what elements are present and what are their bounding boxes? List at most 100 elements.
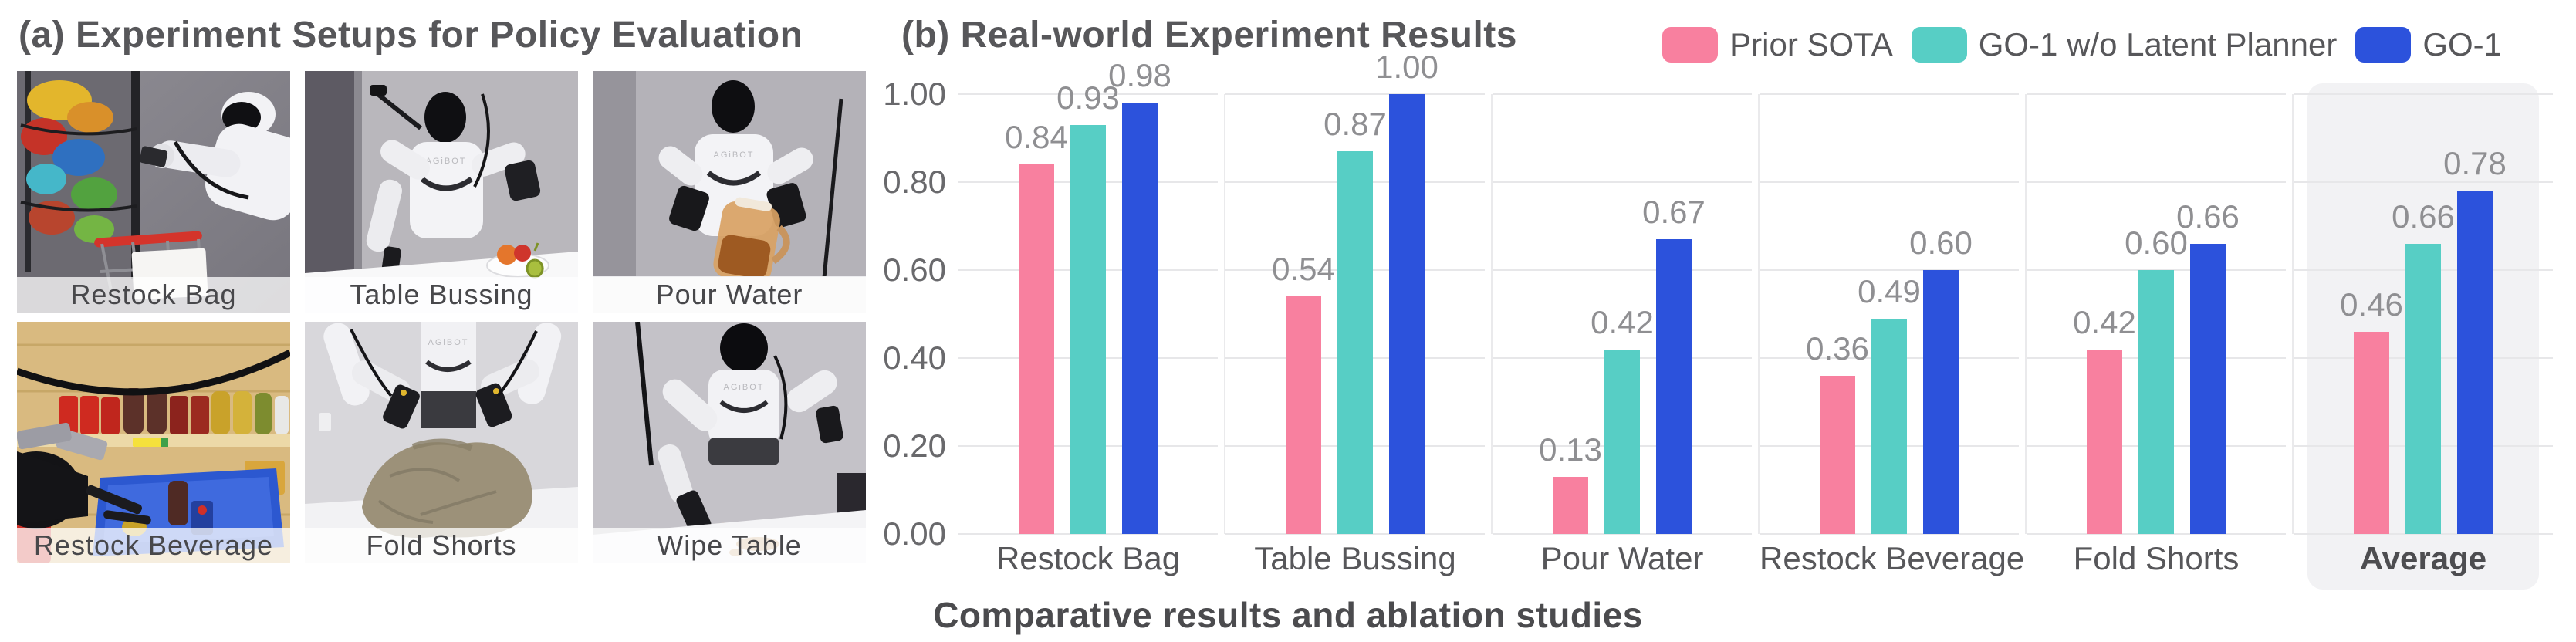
setup-photo-table-bussing: AGiBOT Table Bussing [305, 71, 578, 313]
y-tick-label: 0.20 [883, 427, 946, 464]
y-tick-label: 0.40 [883, 340, 946, 376]
bar-go-1-w-o-latent-planner-average [2405, 244, 2441, 534]
setup-photo-restock-beverage: Restock Beverage [17, 322, 290, 563]
bar-value-label: 0.13 [1539, 431, 1602, 468]
gridline [958, 93, 1218, 95]
legend-swatch-prior-sota [1662, 27, 1719, 63]
bar-go-1-table-bussing [1389, 94, 1425, 534]
bar-go-1-w-o-latent-planner-table-bussing [1337, 151, 1373, 534]
setup-label-table-bussing: Table Bussing [305, 277, 578, 313]
fold-shorts-photo-illustration: AGiBOT [305, 322, 578, 563]
svg-text:AGiBOT: AGiBOT [724, 383, 765, 392]
svg-text:AGiBOT: AGiBOT [426, 157, 467, 166]
bar-go-1-restock-beverage [1923, 270, 1959, 534]
setup-photo-fold-shorts: AGiBOT Fold Shorts [305, 322, 578, 563]
setup-photo-wipe-table: AGiBOT Wipe Table [593, 322, 866, 563]
gridline [1493, 269, 1752, 271]
bar-value-label: 0.93 [1056, 79, 1120, 116]
bar-go-1-fold-shorts [2190, 244, 2226, 534]
panel-separator [1224, 94, 1225, 534]
bar-go-1-pour-water [1656, 239, 1692, 534]
setup-photo-restock-bag: Restock Bag [17, 71, 290, 313]
y-tick-label: 0.80 [883, 164, 946, 200]
x-category-label: Average [2359, 540, 2487, 576]
gridline [2294, 533, 2553, 535]
bar-value-label: 0.66 [2392, 198, 2455, 235]
bar-prior-sota-average [2354, 332, 2389, 534]
panel-separator [2292, 94, 2294, 534]
bar-value-label: 0.67 [1642, 194, 1706, 230]
bar-go-1-w-o-latent-planner-restock-beverage [1871, 319, 1907, 534]
gridline [1760, 93, 2019, 95]
legend: Prior SOTA GO-1 w/o Latent Planner GO-1 [1662, 26, 2502, 63]
gridline [1225, 93, 1485, 95]
bar-value-label: 0.42 [2073, 304, 2136, 340]
svg-text:AGiBOT: AGiBOT [428, 338, 469, 347]
bar-value-label: 0.49 [1858, 273, 1921, 309]
svg-text:AGiBOT: AGiBOT [714, 150, 755, 160]
gridline [2294, 181, 2553, 183]
bar-value-label: 0.46 [2340, 286, 2403, 323]
gridline [2294, 93, 2553, 95]
legend-item-prior-sota: Prior SOTA [1662, 26, 1893, 63]
panel-b-title: (b) Real-world Experiment Results [901, 15, 1517, 56]
y-tick-label: 1.00 [883, 76, 946, 112]
panel-separator [1491, 94, 1493, 534]
gridline [2027, 533, 2286, 535]
legend-item-go-1: GO-1 [2355, 26, 2502, 63]
x-category-label: Fold Shorts [2073, 540, 2240, 576]
panel-separator [1758, 94, 1760, 534]
x-category-label: Table Bussing [1254, 540, 1456, 576]
bar-value-label: 0.66 [2176, 198, 2240, 235]
x-category-label: Restock Beverage [1760, 540, 2025, 576]
bar-value-label: 0.60 [1909, 225, 1973, 261]
x-category-label: Pour Water [1540, 540, 1704, 576]
bar-prior-sota-fold-shorts [2087, 350, 2122, 534]
setup-label-pour-water: Pour Water [593, 277, 866, 313]
legend-label-prior-sota: Prior SOTA [1729, 26, 1893, 63]
gridline [2027, 181, 2286, 183]
gridline [1225, 533, 1485, 535]
setup-label-restock-beverage: Restock Beverage [17, 528, 290, 563]
gridline [2027, 93, 2286, 95]
bar-value-label: 0.98 [1108, 57, 1171, 93]
y-tick-label: 0.00 [883, 515, 946, 552]
restock-bag-photo-illustration [17, 71, 290, 313]
gridline [1493, 533, 1752, 535]
bar-prior-sota-restock-bag [1019, 164, 1054, 534]
bar-go-1-w-o-latent-planner-restock-bag [1070, 125, 1106, 534]
setup-label-fold-shorts: Fold Shorts [305, 528, 578, 563]
legend-swatch-go-1 [2355, 27, 2412, 63]
gridline [1493, 93, 1752, 95]
bar-prior-sota-pour-water [1553, 477, 1588, 534]
bar-go-1-restock-bag [1122, 103, 1158, 534]
bar-value-label: 0.87 [1323, 106, 1387, 142]
legend-item-go-1-w-o-latent-planner: GO-1 w/o Latent Planner [1911, 26, 2338, 63]
legend-label-go-1: GO-1 [2422, 26, 2502, 63]
legend-label-go-1-w-o-latent-planner: GO-1 w/o Latent Planner [1978, 26, 2338, 63]
bar-go-1-w-o-latent-planner-pour-water [1604, 350, 1640, 534]
setup-label-wipe-table: Wipe Table [593, 528, 866, 563]
bar-value-label: 0.78 [2443, 145, 2507, 181]
gridline [958, 533, 1218, 535]
gridline [1493, 181, 1752, 183]
bar-prior-sota-table-bussing [1286, 296, 1321, 534]
legend-swatch-go-1-w-o-latent-planner [1911, 27, 1967, 63]
setup-label-restock-bag: Restock Bag [17, 277, 290, 313]
panel-separator [2025, 94, 2027, 534]
bar-value-label: 1.00 [1375, 49, 1438, 85]
bar-value-label: 0.60 [2125, 225, 2188, 261]
bar-value-label: 0.42 [1591, 304, 1654, 340]
bar-go-1-average [2457, 191, 2493, 534]
setup-photo-pour-water: AGiBOT Pour Water [593, 71, 866, 313]
chart-caption: Comparative results and ablation studies [933, 595, 1643, 635]
bar-value-label: 0.84 [1005, 119, 1068, 155]
gridline [1760, 533, 2019, 535]
panel-a-title: (a) Experiment Setups for Policy Evaluat… [19, 15, 803, 56]
bar-value-label: 0.36 [1806, 330, 1869, 367]
bar-value-label: 0.54 [1272, 251, 1335, 287]
x-category-label: Restock Bag [996, 540, 1181, 576]
gridline [1760, 181, 2019, 183]
